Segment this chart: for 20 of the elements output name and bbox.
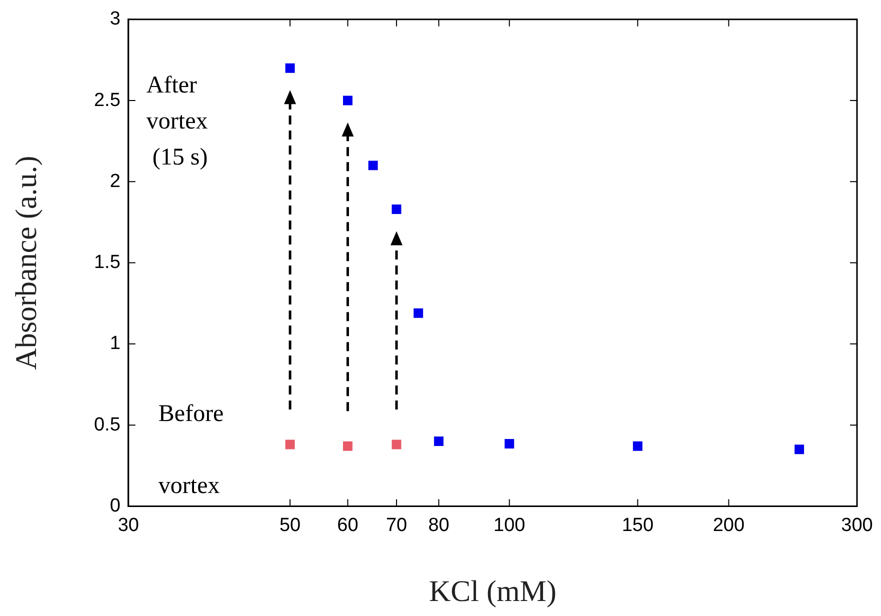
y-tick-label: 1 [110, 333, 120, 354]
y-tick-label: 2 [110, 170, 120, 192]
y-tick-label: 0 [110, 495, 120, 516]
annotation: After vortex (15 s) [146, 72, 208, 170]
y-axis-title: Absorbance (a.u.) [10, 156, 43, 370]
x-axis-title: KCl (mM) [428, 574, 556, 608]
y-tick-label: 2.5 [94, 90, 120, 111]
text: Before vortex [158, 401, 224, 500]
x-tick-label: 100 [494, 514, 526, 536]
x-tick-label: 200 [712, 514, 745, 536]
y-tick-label: 0.5 [94, 414, 120, 436]
y-tick-label: 1.5 [94, 252, 120, 274]
x-tick-label: 60 [337, 514, 358, 536]
x-tick-label: 300 [841, 514, 873, 536]
x-tick-label: 80 [428, 514, 450, 536]
x-tick-label: 30 [118, 514, 139, 536]
x-tick-label: 70 [386, 514, 408, 536]
x-tick-label: 150 [622, 514, 654, 536]
x-tick-label: 50 [279, 514, 301, 536]
y-tick-label: 3 [110, 8, 120, 30]
